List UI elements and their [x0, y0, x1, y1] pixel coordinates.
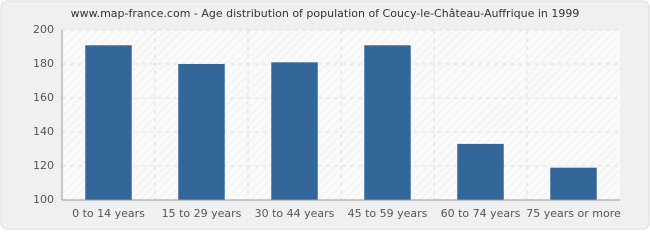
x-tick-label: 45 to 59 years — [348, 207, 428, 220]
bar — [364, 45, 411, 200]
bar — [178, 64, 225, 200]
chart-title: www.map-france.com - Age distribution of… — [71, 7, 580, 20]
x-tick-label: 30 to 44 years — [255, 207, 335, 220]
bar — [457, 143, 504, 200]
x-tick-label: 75 years or more — [526, 207, 621, 220]
bar — [271, 62, 318, 200]
bar — [85, 45, 132, 200]
x-tick-label: 15 to 29 years — [162, 207, 242, 220]
x-tick-label: 60 to 74 years — [441, 207, 521, 220]
x-tick-label: 0 to 14 years — [72, 207, 145, 220]
y-tick-label: 100 — [33, 193, 54, 206]
y-tick-label: 120 — [33, 159, 54, 172]
plot-area — [62, 30, 620, 200]
y-tick-label: 140 — [33, 125, 54, 138]
y-tick-label: 180 — [33, 57, 54, 70]
y-tick-label: 160 — [33, 91, 54, 104]
y-tick-label: 200 — [33, 23, 54, 36]
bar — [550, 167, 597, 200]
chart: www.map-france.com - Age distribution of… — [0, 0, 650, 230]
